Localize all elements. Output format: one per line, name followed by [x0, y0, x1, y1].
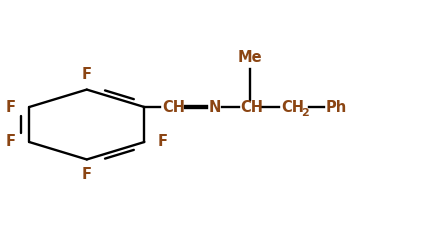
Text: F: F — [82, 167, 92, 182]
Text: F: F — [5, 100, 15, 115]
Text: F: F — [158, 134, 168, 149]
Text: F: F — [82, 67, 92, 82]
Text: Ph: Ph — [325, 100, 346, 115]
Text: F: F — [5, 134, 15, 149]
Text: Me: Me — [237, 50, 262, 65]
Text: CH: CH — [240, 100, 263, 115]
Text: CH: CH — [162, 100, 185, 115]
Text: N: N — [208, 100, 220, 115]
Text: 2: 2 — [301, 108, 309, 118]
Text: CH: CH — [280, 100, 303, 115]
